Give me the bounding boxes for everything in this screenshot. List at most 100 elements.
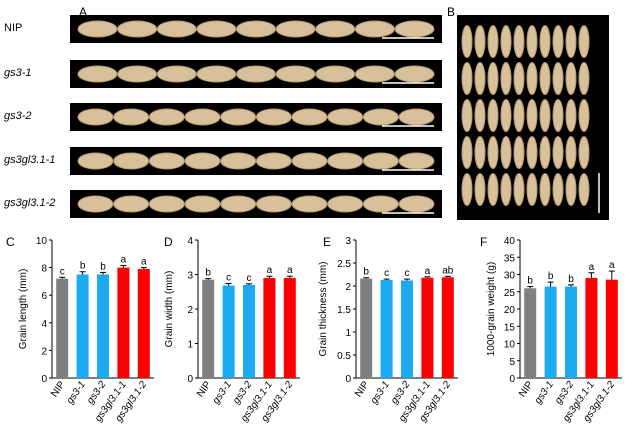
grain (394, 65, 435, 83)
grain (236, 20, 276, 38)
significance-letter: a (609, 260, 615, 271)
grain (398, 108, 435, 126)
significance-letter: a (267, 265, 273, 276)
y-tick-label: 35 (504, 253, 516, 264)
significance-letter: c (384, 268, 389, 279)
grain (461, 25, 473, 58)
x-tick-label: gs3-1 (533, 379, 556, 406)
panel-letter: D (164, 235, 173, 249)
y-tick-label: 4 (187, 236, 193, 247)
grain (500, 25, 512, 58)
grain (565, 62, 577, 95)
grain (362, 152, 399, 170)
grain (291, 108, 328, 126)
y-tick-label: 2 (345, 282, 351, 293)
grain (487, 99, 499, 132)
grain (362, 195, 399, 213)
y-tick-label: 30 (504, 271, 516, 282)
grain (291, 152, 328, 170)
grain (552, 99, 564, 132)
grain (526, 62, 538, 95)
grain (461, 173, 473, 206)
grain (552, 173, 564, 206)
grain (184, 108, 221, 126)
bar (585, 277, 598, 378)
grain (474, 25, 486, 58)
grain (500, 99, 512, 132)
y-tick-label: 0 (509, 374, 515, 385)
significance-letter: a (141, 257, 147, 268)
grain-row-label: gs3gl3.1-2 (4, 197, 56, 209)
grain (487, 62, 499, 95)
grain (117, 65, 158, 83)
bar (360, 278, 373, 378)
grain (474, 99, 486, 132)
grain-row-label: NIP (4, 22, 23, 34)
grain (487, 136, 499, 169)
y-tick-label: 2 (187, 305, 193, 316)
grain (552, 25, 564, 58)
y-tick-label: 10 (36, 236, 48, 247)
grain (565, 25, 577, 58)
y-tick-label: 0 (345, 374, 351, 385)
grain (354, 20, 395, 38)
significance-letter: a (589, 262, 595, 273)
grain (552, 136, 564, 169)
y-tick-label: 15 (504, 322, 516, 333)
bar (117, 267, 130, 378)
y-axis-label: Grain length (mm) (18, 269, 29, 350)
grain (461, 136, 473, 169)
significance-letter: b (205, 268, 211, 279)
grain (113, 195, 150, 213)
grain (539, 62, 551, 95)
grain (474, 136, 486, 169)
grain (77, 20, 118, 38)
grain (539, 136, 551, 169)
bar (97, 274, 109, 378)
significance-letter: b (527, 276, 533, 287)
grain (539, 99, 551, 132)
grain (113, 152, 150, 170)
bar (76, 274, 89, 378)
grain (354, 65, 395, 83)
grain (156, 20, 197, 38)
significance-letter: ab (442, 265, 454, 276)
y-tick-label: 25 (504, 288, 516, 299)
grain (148, 108, 185, 126)
grain (487, 25, 499, 58)
grain (255, 152, 292, 170)
grain (148, 195, 185, 213)
grain-row-label: gs3-2 (4, 110, 32, 122)
y-axis-label: 1000-grain weight (g) (486, 262, 497, 357)
bar (524, 288, 537, 378)
grain (184, 152, 221, 170)
panel-a-letter: A (79, 5, 88, 19)
significance-letter: b (568, 274, 574, 285)
grain (513, 62, 525, 95)
grain (196, 20, 237, 38)
bar (605, 279, 618, 378)
grain (327, 195, 364, 213)
grain (77, 65, 118, 83)
grain (578, 25, 590, 58)
grain (196, 65, 237, 83)
grain (539, 173, 551, 206)
grain (565, 173, 577, 206)
y-tick-label: 1 (345, 328, 351, 339)
y-tick-label: 10 (504, 340, 516, 351)
grain (184, 195, 221, 213)
panel-letter: C (6, 235, 15, 249)
y-tick-label: 6 (41, 291, 47, 302)
bar (263, 277, 276, 378)
y-tick-label: 0 (187, 374, 193, 385)
grain (552, 62, 564, 95)
grain (461, 62, 473, 95)
grain (578, 173, 590, 206)
grain (461, 99, 473, 132)
y-tick-label: 4 (41, 319, 47, 330)
significance-letter: b (80, 261, 86, 272)
grain (394, 20, 435, 38)
grain (220, 195, 257, 213)
